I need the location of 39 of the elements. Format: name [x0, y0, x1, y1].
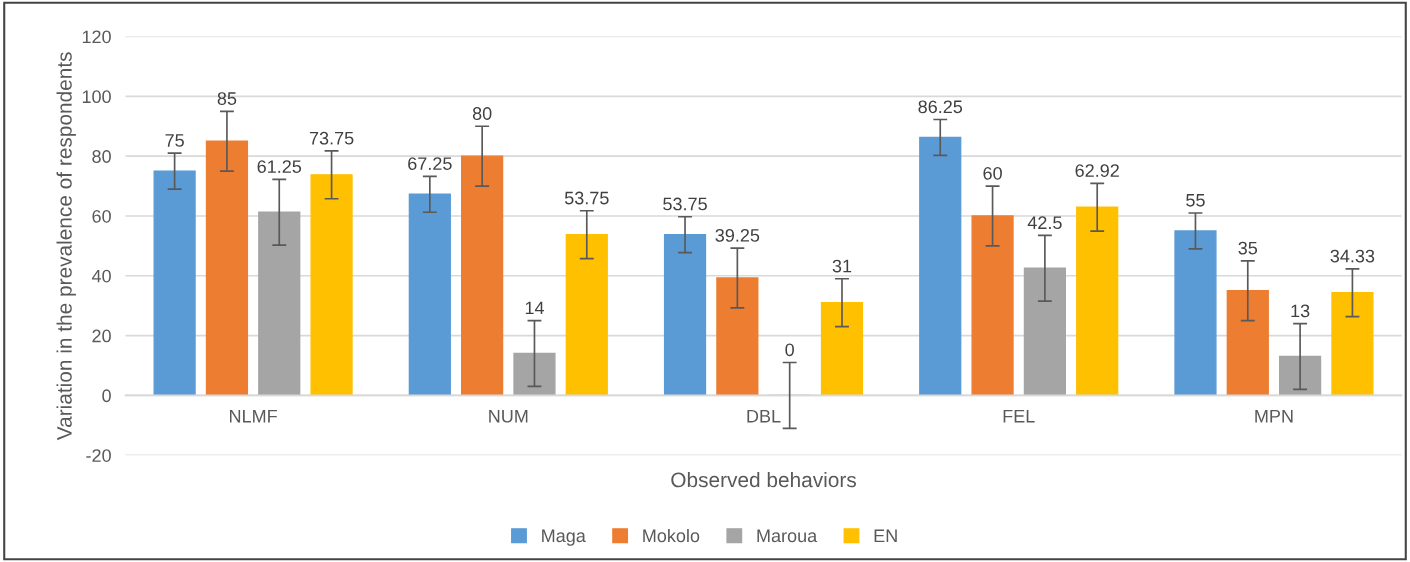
data-label: 53.75	[564, 191, 609, 205]
y-tick-label: 80	[92, 150, 111, 163]
y-tick-label: 40	[91, 269, 111, 283]
y-tick-label: 20	[92, 329, 111, 343]
data-label: 31	[832, 259, 852, 273]
y-tick-label: 100	[82, 90, 111, 104]
data-label: 53.75	[663, 197, 707, 211]
y-tick-label: -20	[86, 449, 111, 462]
data-label: 0	[785, 343, 794, 357]
data-label: 39.25	[715, 228, 760, 242]
data-label: 61.25	[257, 160, 302, 173]
legend-label: EN	[874, 529, 897, 542]
x-tick-label: MPN	[1255, 409, 1293, 423]
y-tick-label: 120	[82, 30, 111, 44]
data-label: 55	[1186, 194, 1205, 207]
x-tick-label: DBL	[747, 409, 781, 423]
x-tick-label: FEL	[1003, 409, 1035, 423]
data-label: 60	[983, 166, 1002, 180]
x-tick-label: NLMF	[230, 409, 277, 423]
data-label: 34.33	[1330, 249, 1375, 263]
data-label: 80	[472, 107, 492, 120]
x-axis-title: Observed behaviors	[671, 471, 856, 488]
data-label: 14	[525, 301, 544, 315]
legend-label: Mokolo	[643, 528, 700, 543]
x-tick-label: NUM	[489, 409, 528, 423]
data-label: 73.75	[309, 131, 354, 145]
data-label: 75	[165, 134, 184, 147]
legend-label: Maroua	[757, 529, 818, 543]
data-label: 42.5	[1027, 216, 1062, 230]
legend-label: Maga	[542, 529, 586, 546]
data-label: 62.92	[1075, 164, 1119, 177]
data-label: 67.25	[408, 157, 452, 170]
y-axis-title: Variation in the prevalence of respondents	[56, 52, 76, 441]
data-label: 86.25	[918, 100, 963, 114]
y-tick-label: 60	[92, 209, 111, 223]
data-label: 35	[1238, 241, 1258, 255]
data-label: 85	[217, 92, 237, 105]
data-label: 13	[1291, 304, 1310, 318]
y-tick-label: 0	[102, 389, 111, 403]
